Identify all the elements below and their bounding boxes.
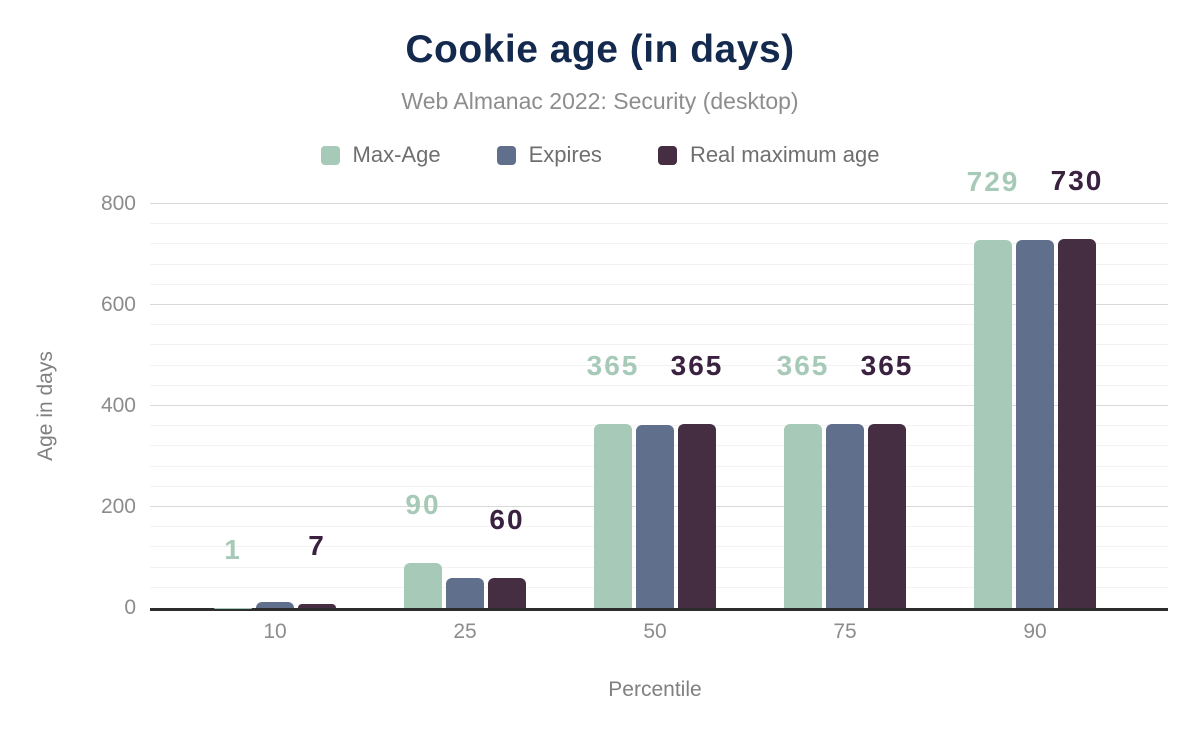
bar-max-age-p25 bbox=[404, 562, 442, 608]
legend-swatch-icon bbox=[657, 145, 677, 165]
x-tick-label: 50 bbox=[643, 620, 667, 643]
bar-expires-p25 bbox=[446, 577, 484, 608]
value-label-max-age-p90: 729 bbox=[966, 165, 1020, 197]
y-tick-label: 400 bbox=[100, 394, 136, 417]
legend-label: Expires bbox=[528, 142, 602, 167]
minor-gridline bbox=[150, 263, 1168, 265]
minor-gridline bbox=[150, 324, 1168, 326]
bar-expires-p10 bbox=[256, 601, 294, 608]
x-tick-label: 25 bbox=[453, 620, 477, 643]
legend-item-2: Real maximum age bbox=[657, 142, 880, 168]
bar-max-age-p90 bbox=[974, 239, 1012, 608]
x-tick-label: 90 bbox=[1023, 620, 1047, 643]
minor-gridline bbox=[150, 364, 1168, 366]
legend-label: Max-Age bbox=[352, 142, 441, 167]
chart-subtitle: Web Almanac 2022: Security (desktop) bbox=[401, 88, 799, 114]
legend-item-0: Max-Age bbox=[320, 142, 441, 168]
major-gridline bbox=[150, 304, 1168, 305]
bar-real-maximum-age-p50 bbox=[678, 423, 716, 608]
y-tick-label: 200 bbox=[100, 495, 136, 518]
value-label-max-age-p25: 90 bbox=[405, 488, 441, 520]
value-label-max-age-p10: 1 bbox=[224, 533, 242, 565]
legend: Max-Age Expires Real maximum age bbox=[0, 142, 1200, 168]
minor-gridline bbox=[150, 223, 1168, 225]
bar-max-age-p10 bbox=[214, 607, 252, 608]
bar-expires-p75 bbox=[826, 423, 864, 608]
major-gridline bbox=[150, 203, 1168, 204]
bar-real-maximum-age-p90 bbox=[1058, 239, 1096, 608]
y-tick-label: 800 bbox=[100, 192, 136, 215]
minor-gridline bbox=[150, 283, 1168, 285]
legend-item-1: Expires bbox=[496, 142, 602, 168]
minor-gridline bbox=[150, 243, 1168, 245]
minor-gridline bbox=[150, 384, 1168, 386]
x-tick-label: 75 bbox=[833, 620, 857, 643]
value-label-max-age-p75: 365 bbox=[776, 349, 830, 381]
legend-swatch-icon bbox=[496, 145, 516, 165]
minor-gridline bbox=[150, 344, 1168, 346]
bar-max-age-p50 bbox=[594, 423, 632, 608]
value-label-real-maximum-age-p90: 730 bbox=[1050, 165, 1104, 197]
bar-real-maximum-age-p75 bbox=[868, 423, 906, 608]
value-label-max-age-p50: 365 bbox=[586, 349, 640, 381]
major-gridline bbox=[150, 405, 1168, 406]
x-tick-label: 10 bbox=[263, 620, 287, 643]
legend-swatch-icon bbox=[320, 145, 340, 165]
bar-expires-p50 bbox=[636, 425, 674, 608]
bar-max-age-p75 bbox=[784, 423, 822, 608]
value-label-real-maximum-age-p75: 365 bbox=[860, 349, 914, 381]
bar-expires-p90 bbox=[1016, 239, 1054, 608]
value-label-real-maximum-age-p25: 60 bbox=[489, 503, 525, 535]
value-label-real-maximum-age-p10: 7 bbox=[308, 530, 326, 562]
y-tick-label: 600 bbox=[100, 293, 136, 316]
bar-real-maximum-age-p10 bbox=[298, 604, 336, 608]
bar-real-maximum-age-p25 bbox=[488, 577, 526, 608]
value-label-real-maximum-age-p50: 365 bbox=[670, 349, 724, 381]
x-axis-title: Percentile bbox=[608, 678, 702, 701]
legend-label: Real maximum age bbox=[689, 142, 880, 167]
chart-title: Cookie age (in days) bbox=[405, 28, 795, 71]
y-tick-label: 0 bbox=[124, 596, 136, 619]
plot-area: 1 7 90 60 365 365 365 365 729 730 bbox=[150, 167, 1168, 611]
